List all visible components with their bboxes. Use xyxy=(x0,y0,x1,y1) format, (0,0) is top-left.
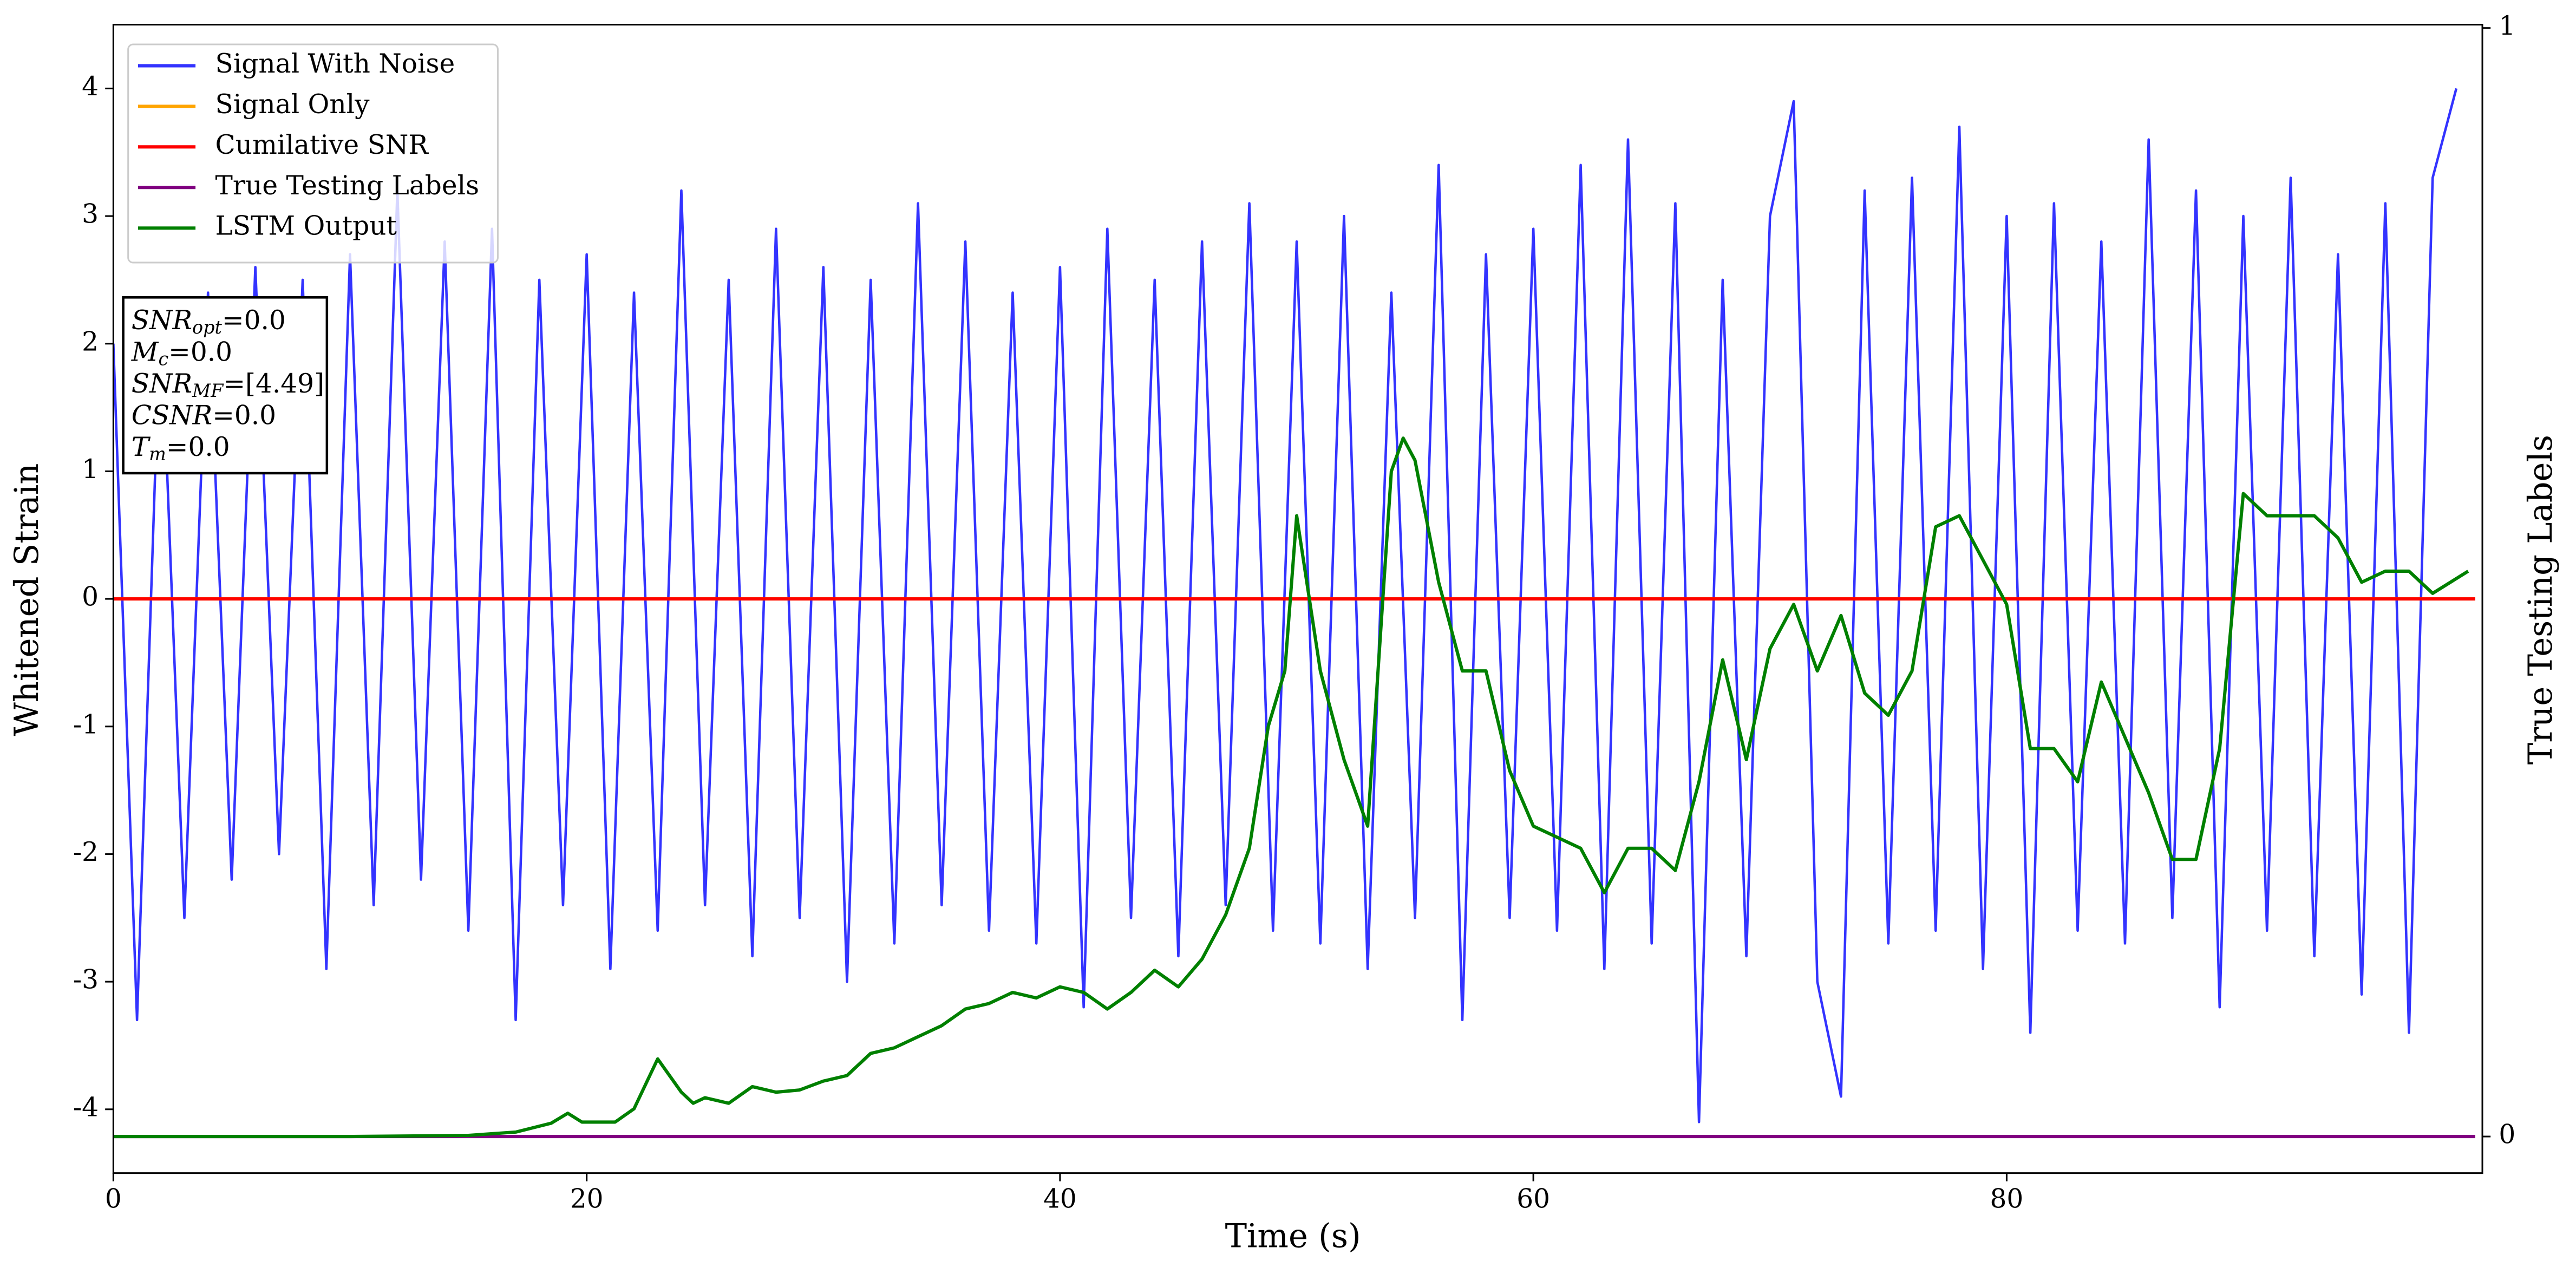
annotation-subscript: c xyxy=(158,349,168,370)
y2-axis-label: True Testing Labels xyxy=(2522,435,2560,765)
y-tick-label: -3 xyxy=(73,965,99,995)
series-line xyxy=(113,88,2458,1123)
legend-label: Signal Only xyxy=(215,89,370,120)
y-tick-label: 1 xyxy=(82,454,99,485)
annotation-box xyxy=(122,296,329,475)
annotation-subscript: MF xyxy=(192,380,224,401)
x-tick-label: 0 xyxy=(105,1184,122,1214)
y2-tick-label: 0 xyxy=(2499,1120,2515,1150)
annotation-variable: T xyxy=(132,432,151,462)
annotation-value: =0.0 xyxy=(166,432,230,462)
y-tick-label: -4 xyxy=(73,1092,99,1122)
x-axis-label: Time (s) xyxy=(1225,1218,1361,1256)
annotation-value: =[4.49] xyxy=(223,368,324,398)
y-tick-label: 2 xyxy=(82,326,99,357)
y-tick-label: 0 xyxy=(82,582,99,612)
annotation-subscript: m xyxy=(149,443,166,465)
annotation-subscript: opt xyxy=(192,317,222,338)
x-tick-label: 60 xyxy=(1516,1184,1550,1214)
annotation-variable: SNR xyxy=(132,305,192,335)
legend-label: LSTM Output xyxy=(215,211,397,241)
legend-label: Cumilative SNR xyxy=(215,130,429,160)
annotation-line: Mc=0.0 xyxy=(131,337,232,370)
annotation-line: Tm=0.0 xyxy=(132,432,230,465)
annotation-value: =0.0 xyxy=(168,337,232,367)
series-line xyxy=(113,436,2469,1139)
legend-box xyxy=(127,43,499,264)
annotation-line: CSNR=0.0 xyxy=(132,400,276,430)
y-tick-label: 3 xyxy=(82,199,99,230)
annotation-variable: CSNR xyxy=(132,400,212,430)
x-tick-label: 40 xyxy=(1043,1184,1077,1214)
legend-label: Signal With Noise xyxy=(215,49,455,79)
annotation-line: SNRopt=0.0 xyxy=(132,305,286,338)
x-tick-label: 80 xyxy=(1990,1184,2024,1214)
y-tick-label: -2 xyxy=(73,837,99,867)
legend-label: True Testing Labels xyxy=(215,171,480,201)
annotation-line: SNRMF=[4.49] xyxy=(132,368,324,401)
y2-tick-label: 1 xyxy=(2499,11,2515,41)
annotation-value: =0.0 xyxy=(222,305,286,335)
annotation-value: =0.0 xyxy=(212,400,276,430)
y-tick-label: 4 xyxy=(82,71,99,102)
annotation-variable: SNR xyxy=(132,368,192,398)
y-tick-label: -1 xyxy=(73,709,99,740)
plot-area xyxy=(113,88,2475,1139)
x-tick-label: 20 xyxy=(570,1184,604,1214)
y-axis-label: Whitened Strain xyxy=(8,463,46,736)
annotation-variable: M xyxy=(131,337,159,367)
